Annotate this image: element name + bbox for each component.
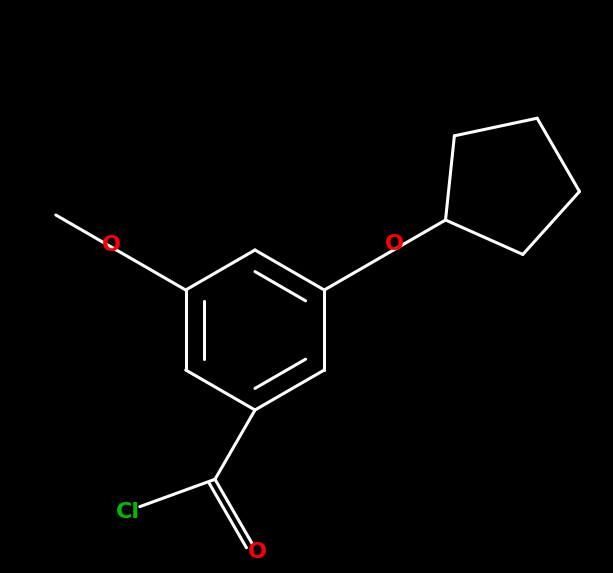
Text: Cl: Cl [116, 501, 140, 521]
Text: O: O [248, 542, 267, 562]
Text: O: O [385, 234, 404, 254]
Text: O: O [102, 235, 121, 255]
